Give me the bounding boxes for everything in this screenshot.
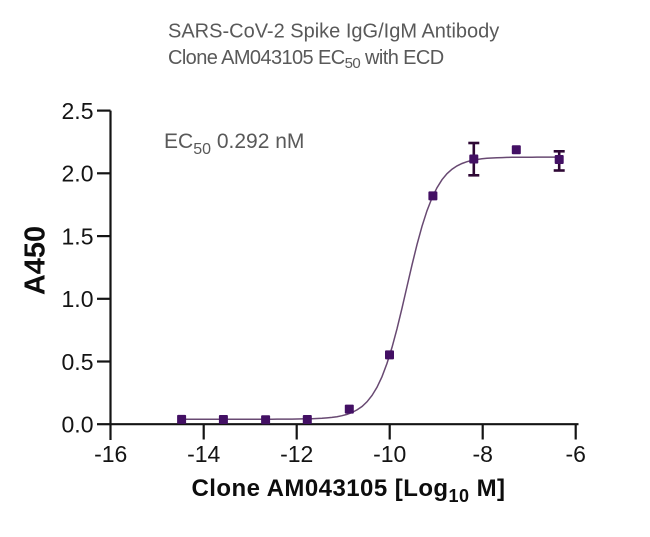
svg-text:SARS-CoV-2 Spike IgG/IgM Antib: SARS-CoV-2 Spike IgG/IgM Antibody xyxy=(168,20,499,42)
svg-text:1.0: 1.0 xyxy=(62,286,94,312)
svg-text:2.5: 2.5 xyxy=(62,98,94,124)
svg-text:A450: A450 xyxy=(20,226,52,295)
svg-text:1.5: 1.5 xyxy=(62,223,94,249)
svg-text:0.0: 0.0 xyxy=(62,412,94,438)
svg-text:-6: -6 xyxy=(565,441,585,467)
svg-text:Clone AM043105 EC50 with ECD: Clone AM043105 EC50 with ECD xyxy=(168,47,444,72)
svg-text:0.5: 0.5 xyxy=(62,349,94,375)
svg-text:2.0: 2.0 xyxy=(62,161,94,187)
svg-text:-12: -12 xyxy=(280,441,313,467)
svg-text:-8: -8 xyxy=(472,441,492,467)
svg-text:-16: -16 xyxy=(94,441,127,467)
svg-text:-10: -10 xyxy=(373,441,406,467)
svg-text:-14: -14 xyxy=(187,441,220,467)
